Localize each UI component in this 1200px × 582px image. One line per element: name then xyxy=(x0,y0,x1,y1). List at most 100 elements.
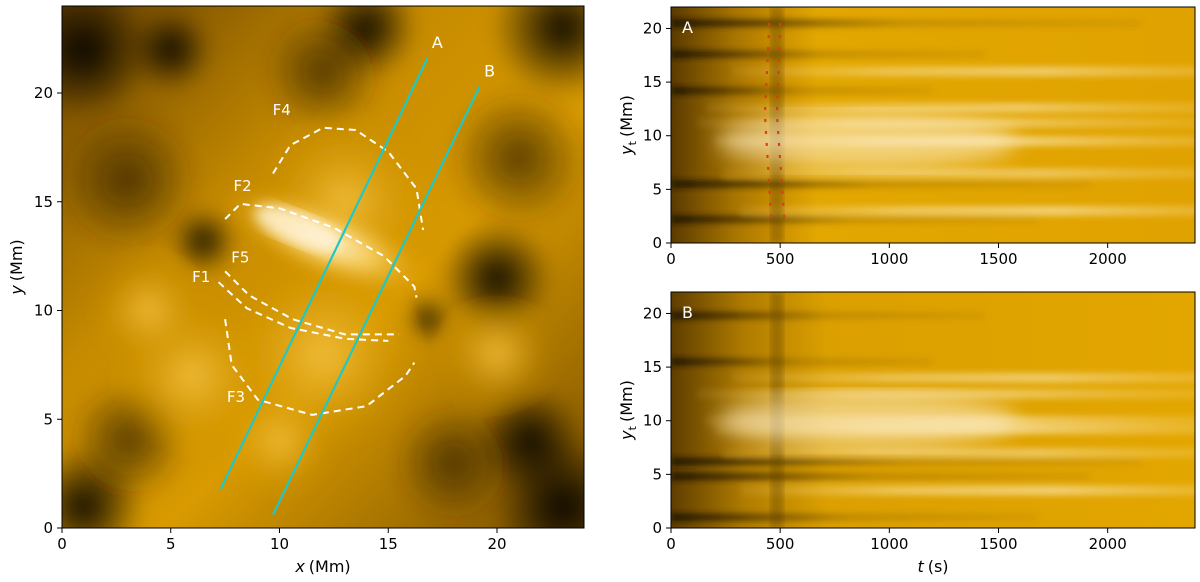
left-xtick-label: 0 xyxy=(57,535,67,553)
b-xtick-label: 1000 xyxy=(870,535,908,553)
shaded-region xyxy=(393,402,514,523)
b-y-axis-label: yt (Mm) xyxy=(617,380,639,441)
shaded-region xyxy=(62,110,198,250)
b-xtick-label: 2000 xyxy=(1089,535,1127,553)
left-xlabel-unit: (Mm) xyxy=(309,557,351,576)
left-x-axis-label: x (Mm) xyxy=(294,557,350,576)
left-ytick-label: 20 xyxy=(34,84,53,102)
left-ticks: 0 5 10 15 20 0 5 10 15 20 xyxy=(34,84,507,553)
a-ylabel-var: y xyxy=(617,145,636,156)
td-bright-streak xyxy=(697,388,1195,399)
b-ytick-label: 0 xyxy=(652,519,662,537)
td-dark-streak xyxy=(671,19,1143,28)
td-dark-streak xyxy=(671,311,986,320)
panel-a-label: A xyxy=(682,18,693,37)
a-ytick-label: 20 xyxy=(643,19,662,37)
a-ytick-label: 15 xyxy=(643,73,662,91)
flux-outline-f5 xyxy=(224,270,400,336)
td-dark-streak xyxy=(671,180,1091,188)
td-dark-streak xyxy=(671,86,933,95)
b-x-axis-label: t (s) xyxy=(917,557,948,576)
b-ytick-label: 10 xyxy=(643,412,662,430)
td-bright-streak xyxy=(740,485,1195,496)
flux-label-f1: F1 xyxy=(192,268,210,286)
td-image-b xyxy=(671,292,1195,528)
b-ylabel-unit: (Mm) xyxy=(617,380,636,422)
b-ytick-label: 5 xyxy=(652,465,662,483)
td-bright-glow xyxy=(717,113,1018,170)
shaded-region xyxy=(448,88,584,229)
flux-label-f2: F2 xyxy=(233,177,251,195)
b-ticks: 0 500 1000 1500 2000 0 5 10 15 20 xyxy=(643,304,1127,553)
flux-outline-f1 xyxy=(217,281,389,342)
a-ylabel-unit: (Mm) xyxy=(617,95,636,137)
a-ytick-label: 0 xyxy=(652,234,662,252)
a-xtick-label: 0 xyxy=(666,250,676,268)
left-ytick-label: 15 xyxy=(34,193,53,211)
flux-outline-f2 xyxy=(224,202,418,298)
td-bright-streak xyxy=(705,102,1195,113)
a-axes-frame xyxy=(670,6,1196,244)
dark-region xyxy=(62,6,154,120)
a-ticks: 0 500 1000 1500 2000 0 5 10 15 20 xyxy=(643,19,1127,268)
td-bright-streak xyxy=(723,447,1195,458)
left-xtick-label: 5 xyxy=(166,535,176,553)
left-y-axis-label: y (Mm) xyxy=(7,239,26,295)
bright-region xyxy=(99,260,199,361)
b-ytick-label: 15 xyxy=(643,358,662,376)
a-y-axis-label: yt (Mm) xyxy=(617,95,639,156)
b-ytick-label: 20 xyxy=(643,304,662,322)
td-dark-streak xyxy=(671,50,986,59)
bright-region xyxy=(447,304,547,404)
left-xtick-label: 10 xyxy=(270,535,289,553)
td-bright-streak xyxy=(732,372,1195,383)
b-xlabel-var: t xyxy=(917,557,924,576)
flux-label-f5: F5 xyxy=(231,249,249,267)
shaded-region xyxy=(263,11,383,132)
overlay-layer: F1 F2 F3 F4 F5 A B xyxy=(192,33,495,516)
slit-label-b: B xyxy=(484,61,495,80)
flux-label-f3: F3 xyxy=(227,388,245,406)
dark-region xyxy=(442,222,552,333)
td-dark-streak xyxy=(671,472,1091,481)
b-xlabel-unit: (s) xyxy=(928,557,949,576)
time-distance-panel-a: 0 500 1000 1500 2000 0 5 10 15 20 A yt (Mm) xyxy=(617,6,1196,268)
flux-outline-f4 xyxy=(272,126,425,231)
td-dark-streak xyxy=(671,513,1038,522)
a-ytick-label: 10 xyxy=(643,127,662,145)
b-ylabel-sub: t xyxy=(626,425,639,430)
b-xtick-label: 0 xyxy=(666,535,676,553)
td-bright-streak xyxy=(732,66,1195,77)
left-xtick-label: 20 xyxy=(487,535,506,553)
b-axes-frame xyxy=(670,291,1196,529)
dark-region xyxy=(130,9,211,90)
dark-region xyxy=(492,6,584,98)
td-dark-streak xyxy=(671,215,1038,224)
image-texture xyxy=(62,6,584,528)
left-xtick-label: 15 xyxy=(379,535,398,553)
left-ytick-label: 10 xyxy=(34,302,53,320)
slit-label-a: A xyxy=(432,33,443,52)
left-xlabel-var: x xyxy=(294,557,305,576)
emission-image xyxy=(62,6,584,528)
flux-outline-f3 xyxy=(224,319,416,416)
left-axes-frame xyxy=(61,5,585,529)
a-ylabel-sub: t xyxy=(626,140,639,145)
bright-core-peak xyxy=(254,205,340,251)
left-ylabel-var: y xyxy=(7,285,26,296)
slit-b xyxy=(271,85,481,516)
td-image-a xyxy=(671,7,1195,243)
left-ylabel-unit: (Mm) xyxy=(7,239,26,281)
b-xtick-label: 500 xyxy=(766,535,795,553)
a-xtick-label: 1000 xyxy=(870,250,908,268)
td-dark-streak xyxy=(671,457,1143,466)
bright-region xyxy=(229,391,330,491)
b-xtick-label: 1500 xyxy=(979,535,1017,553)
dark-region xyxy=(405,297,450,342)
td-bright-streak xyxy=(723,168,1195,179)
slit-a xyxy=(219,57,429,490)
td-dark-streak xyxy=(671,357,933,366)
